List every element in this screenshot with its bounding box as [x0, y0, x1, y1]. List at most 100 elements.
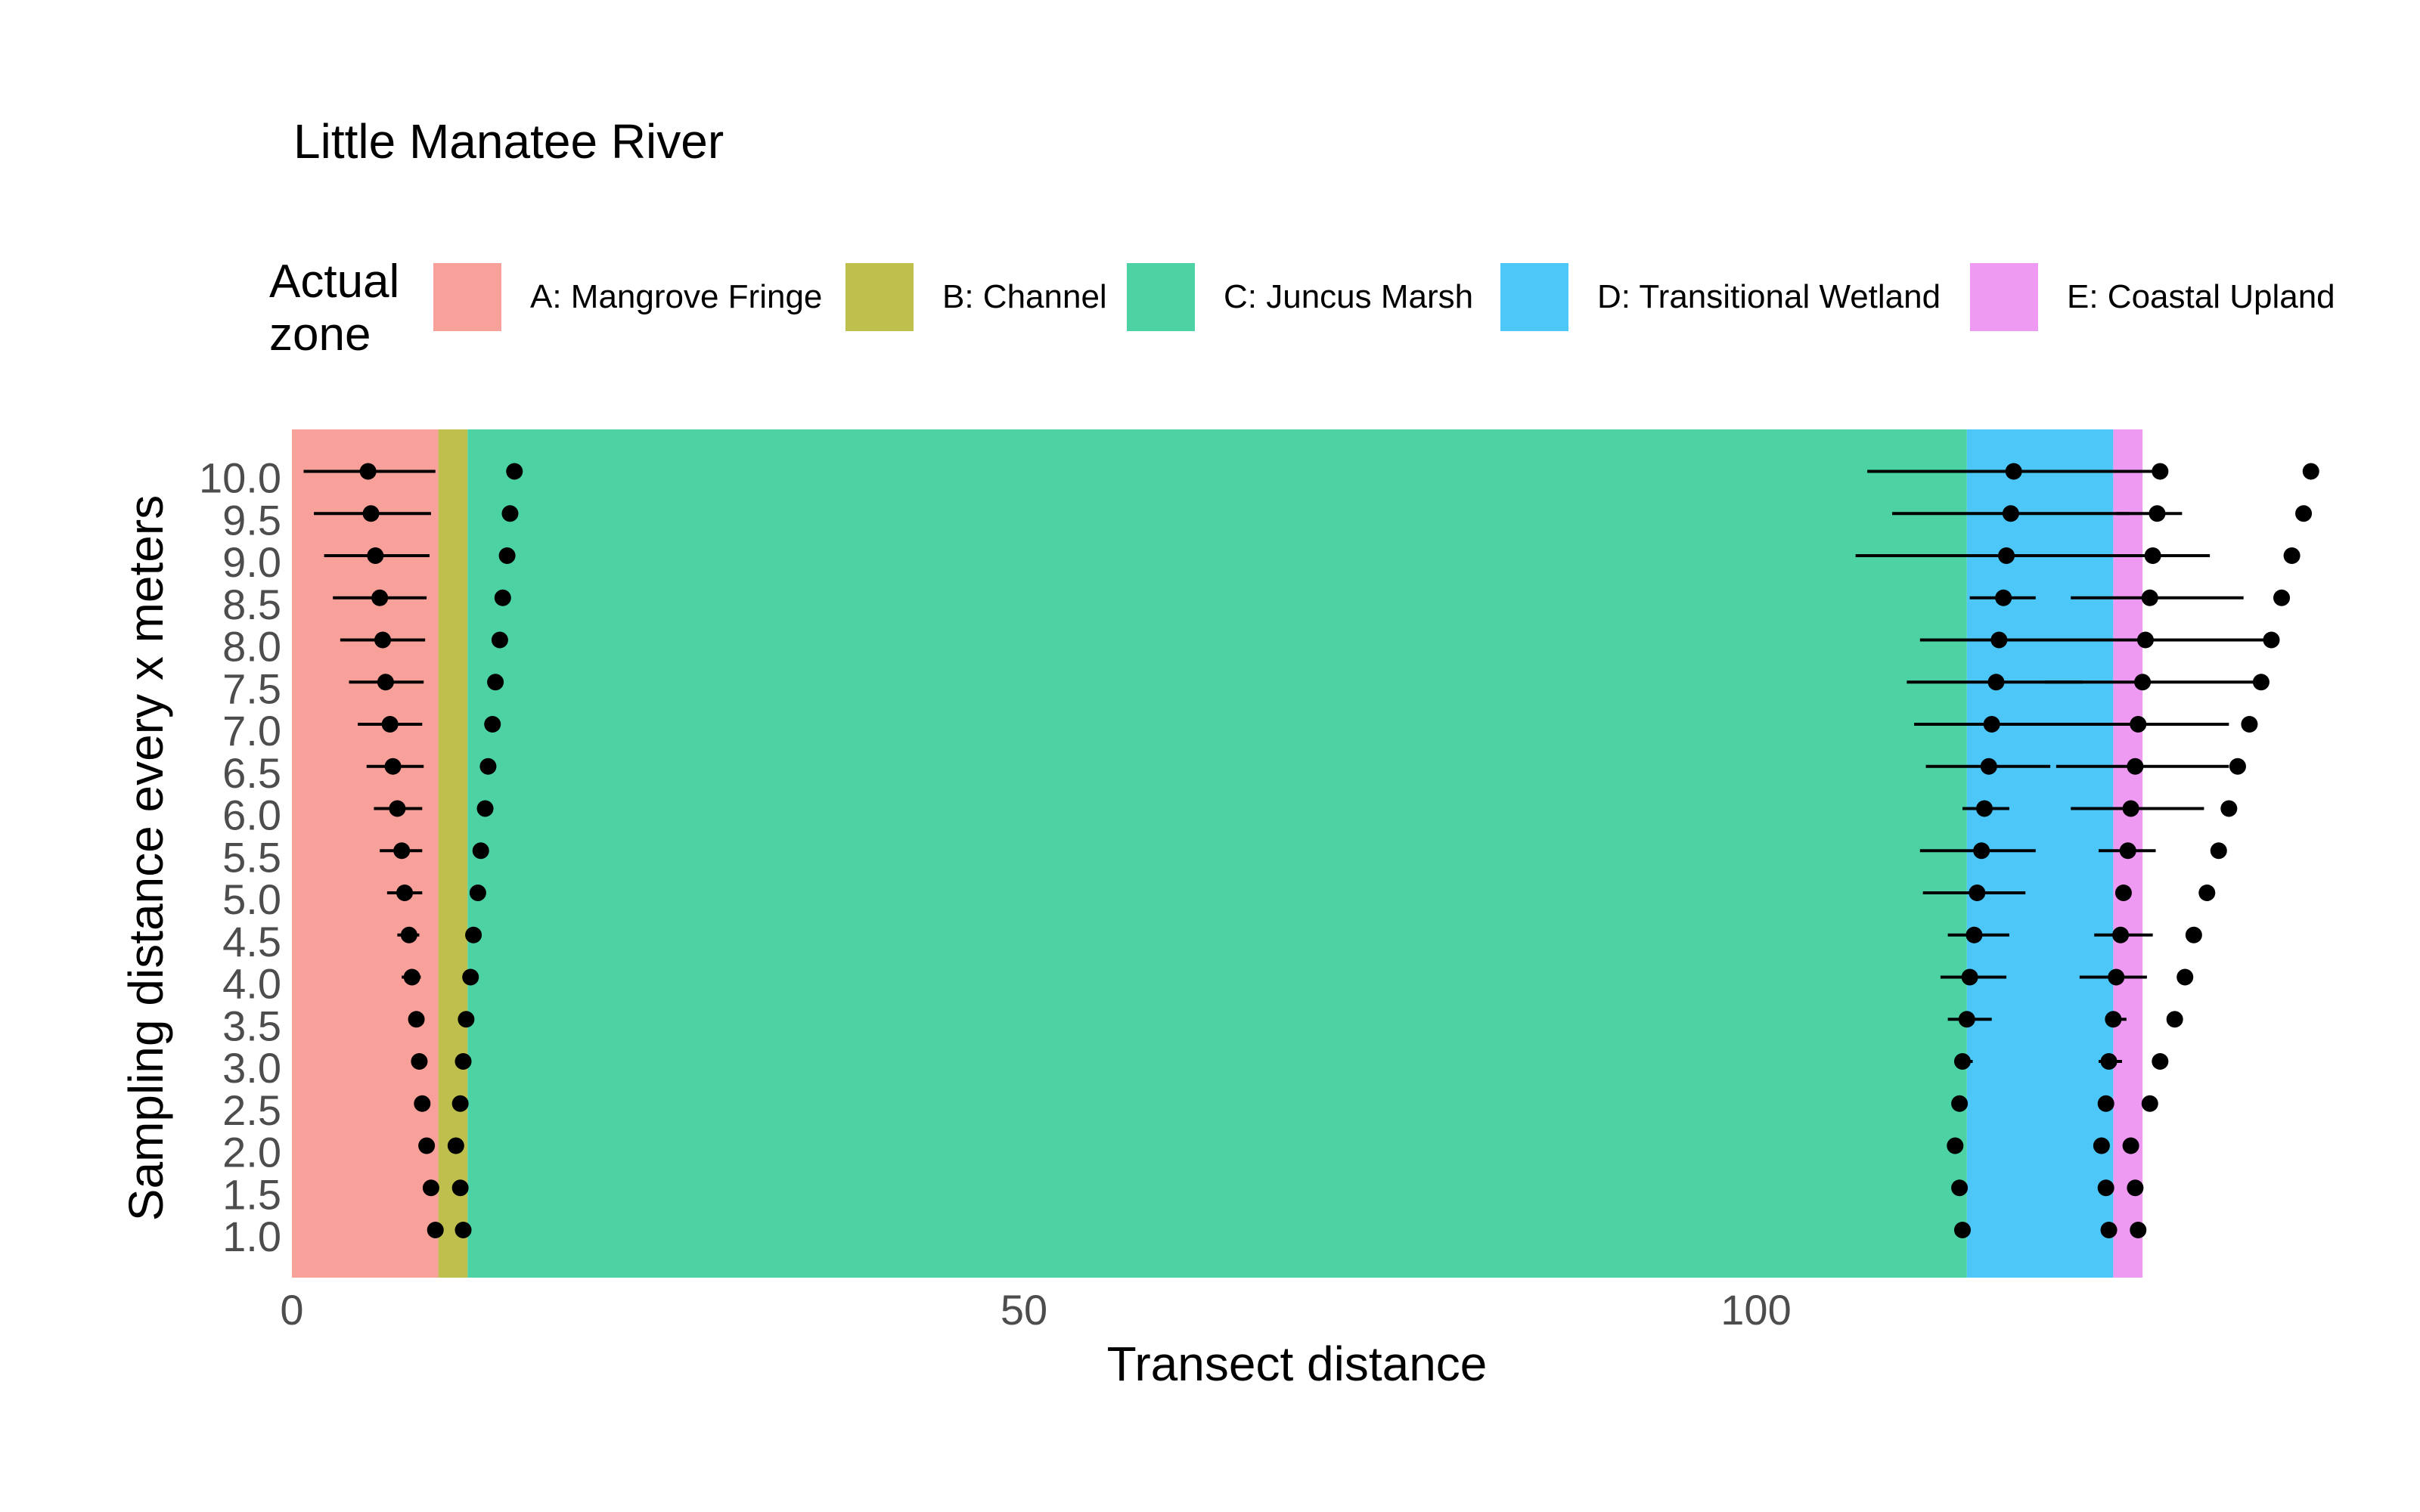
data-points — [359, 463, 2319, 1238]
y-tick-label: 5.5 — [222, 833, 281, 881]
legend-swatch — [845, 263, 914, 331]
data-point — [377, 674, 394, 691]
data-point — [476, 800, 494, 817]
y-tick-label: 7.5 — [222, 665, 281, 712]
data-point — [447, 1137, 464, 1154]
data-point — [2130, 716, 2147, 733]
data-point — [2241, 716, 2258, 733]
data-point — [494, 589, 511, 606]
data-point — [2108, 968, 2125, 986]
legend-swatch — [1970, 263, 2038, 331]
data-point — [2152, 463, 2169, 480]
data-point — [2166, 1011, 2183, 1028]
data-point — [362, 505, 380, 522]
data-point — [462, 968, 479, 986]
data-point — [2149, 505, 2166, 522]
data-point — [1973, 842, 1990, 860]
legend-swatch — [433, 263, 501, 331]
y-tick-label: 1.5 — [222, 1170, 281, 1218]
data-point — [2100, 1053, 2118, 1070]
data-point — [403, 968, 420, 986]
y-axis-title: Sampling distance every x meters — [119, 495, 173, 1221]
data-point — [411, 1053, 428, 1070]
legend-item: C: Juncus Marsh — [1127, 263, 1473, 331]
y-tick-label: 5.0 — [222, 875, 281, 923]
data-point — [506, 463, 523, 480]
legend-label: C: Juncus Marsh — [1224, 278, 1474, 315]
data-point — [418, 1137, 436, 1154]
data-point — [1951, 1179, 1969, 1197]
y-tick-label: 4.0 — [222, 960, 281, 1008]
data-point — [455, 1222, 472, 1238]
data-point — [1965, 926, 1983, 943]
data-point — [2210, 842, 2227, 860]
data-point — [374, 631, 392, 649]
data-point — [2283, 547, 2301, 564]
data-point — [1953, 1222, 1971, 1238]
data-point — [2100, 1222, 2118, 1238]
data-point — [1980, 758, 1997, 775]
data-point — [2136, 631, 2154, 649]
data-point — [2112, 926, 2130, 943]
zone-band — [438, 429, 468, 1278]
y-tick-label: 3.0 — [222, 1044, 281, 1092]
chart-title: Little Manatee River — [293, 114, 724, 169]
data-point — [367, 547, 384, 564]
data-point — [2198, 885, 2216, 901]
data-point — [2127, 758, 2144, 775]
legend-label: B: Channel — [942, 278, 1107, 315]
y-tick-label: 8.5 — [222, 581, 281, 628]
legend-label: A: Mangrove Fringe — [530, 278, 823, 315]
data-point — [455, 1053, 472, 1070]
data-point — [487, 674, 504, 691]
data-point — [2295, 505, 2313, 522]
data-point — [491, 631, 508, 649]
data-point — [2302, 463, 2319, 480]
data-point — [1990, 631, 2008, 649]
data-point — [2144, 547, 2161, 564]
data-point — [2220, 800, 2238, 817]
y-tick-label: 3.5 — [222, 1002, 281, 1049]
data-point — [2002, 505, 2019, 522]
y-tick-label: 7.0 — [222, 707, 281, 754]
y-tick-label: 10.0 — [199, 454, 281, 502]
data-point — [2122, 1137, 2139, 1154]
data-point — [2185, 926, 2202, 943]
data-point — [408, 1011, 425, 1028]
data-point — [2093, 1137, 2110, 1154]
data-point — [2152, 1053, 2169, 1070]
data-point — [2105, 1011, 2122, 1028]
data-point — [2097, 1095, 2114, 1112]
zone-band — [467, 429, 1967, 1278]
data-point — [469, 885, 486, 901]
data-point — [422, 1179, 439, 1197]
zone-band — [292, 429, 439, 1278]
legend-item: B: Channel — [845, 263, 1107, 331]
tick-labels: 0 50 100 1.01.52.02.53.03.54.04.55.05.56.06… — [199, 454, 1792, 1334]
data-point — [2263, 631, 2280, 649]
y-tick-label: 6.0 — [222, 792, 281, 839]
data-point — [1976, 800, 1993, 817]
data-point — [1998, 547, 2015, 564]
data-point — [2005, 463, 2022, 480]
y-tick-label: 9.0 — [222, 538, 281, 586]
x-axis-title: Transect distance — [1107, 1337, 1488, 1391]
data-point — [2097, 1179, 2114, 1197]
data-point — [1958, 1011, 1975, 1028]
y-tick-label: 2.0 — [222, 1129, 281, 1176]
y-tick-label: 9.5 — [222, 496, 281, 544]
data-point — [484, 716, 501, 733]
legend-label: D: Transitional Wetland — [1597, 278, 1941, 315]
data-point — [458, 1011, 475, 1028]
legend-swatch — [1127, 263, 1195, 331]
y-tick-label: 6.5 — [222, 749, 281, 797]
legend-swatch — [1500, 263, 1568, 331]
data-point — [359, 463, 377, 480]
data-point — [1969, 885, 1986, 901]
data-point — [427, 1222, 444, 1238]
data-point — [1951, 1095, 1969, 1112]
x-tick-label: 100 — [1720, 1286, 1791, 1334]
data-point — [371, 589, 389, 606]
data-point — [451, 1179, 469, 1197]
data-point — [2141, 589, 2158, 606]
